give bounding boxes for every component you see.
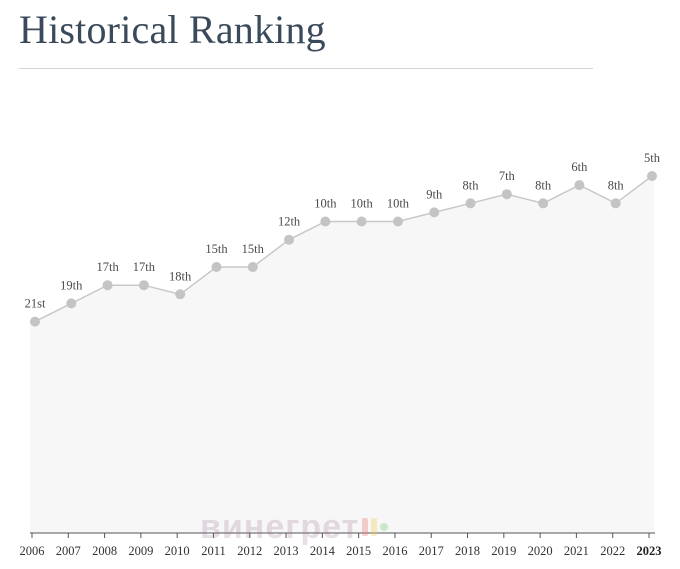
ranking-point[interactable] [138, 280, 149, 291]
ranking-point-label: 17th [96, 260, 119, 274]
ranking-point-label: 6th [571, 160, 588, 174]
title-divider [19, 68, 593, 69]
ranking-point[interactable] [538, 198, 549, 209]
x-tick-label: 2023 [637, 544, 662, 558]
x-tick-label: 2007 [56, 544, 81, 558]
ranking-point[interactable] [247, 262, 258, 272]
ranking-point[interactable] [211, 262, 222, 272]
ranking-point[interactable] [465, 198, 476, 209]
page-title: Historical Ranking [19, 7, 326, 52]
ranking-point[interactable] [284, 234, 295, 245]
x-tick-label: 2008 [92, 544, 117, 558]
x-tick-label: 2016 [382, 544, 407, 558]
x-tick-label: 2015 [346, 544, 371, 558]
x-tick-label: 2014 [310, 544, 336, 558]
ranking-point[interactable] [102, 280, 113, 291]
chart-area-layer [30, 176, 654, 533]
ranking-point-label: 10th [314, 197, 337, 211]
ranking-point-label: 10th [387, 197, 410, 211]
ranking-point[interactable] [574, 180, 585, 191]
x-tick-label: 2006 [20, 544, 45, 558]
x-tick-label: 2012 [237, 544, 262, 558]
chart-line-layer [34, 175, 653, 323]
ranking-point[interactable] [320, 216, 331, 227]
x-tick-label: 2019 [491, 544, 516, 558]
ranking-area-fill [30, 176, 654, 533]
chart-labels-layer: 21st 19th 17th 17th 18th 15th 15th 12th 10th 10th… [25, 151, 661, 311]
x-tick-label: 2021 [564, 544, 589, 558]
x-tick-label: 2020 [528, 544, 553, 558]
ranking-point-label: 8th [608, 178, 625, 192]
ranking-point-label: 21st [25, 297, 46, 311]
ranking-point[interactable] [175, 289, 186, 300]
ranking-point[interactable] [501, 189, 512, 200]
ranking-point-label: 10th [351, 197, 374, 211]
ranking-point-label: 18th [169, 269, 192, 283]
chart-points-layer [30, 171, 657, 327]
x-tick-label: 2022 [600, 544, 625, 558]
x-tick-label: 2009 [128, 544, 153, 558]
ranking-point[interactable] [392, 216, 403, 227]
ranking-point-label: 12th [278, 215, 301, 229]
ranking-point-label: 19th [60, 278, 83, 292]
x-tick-label: 2011 [201, 544, 226, 558]
ranking-point-label: 9th [426, 187, 443, 201]
ranking-point-label: 15th [242, 242, 265, 256]
ranking-point-label: 15th [205, 242, 228, 256]
x-tick-label: 2018 [455, 544, 480, 558]
ranking-point-label: 17th [133, 260, 156, 274]
ranking-point-label: 8th [463, 178, 480, 192]
x-axis: 2006 2007 2008 2009 2010 2011 2012 2013 2014 2015… [20, 532, 662, 558]
x-tick-label: 2017 [419, 544, 444, 558]
ranking-point[interactable] [356, 216, 367, 227]
ranking-point[interactable] [610, 198, 621, 209]
ranking-line [34, 175, 653, 323]
x-tick-label: 2013 [274, 544, 299, 558]
ranking-point[interactable] [66, 298, 77, 309]
ranking-point-label: 8th [535, 178, 552, 192]
ranking-point-label: 5th [644, 151, 661, 165]
ranking-point[interactable] [647, 171, 657, 181]
x-tick-label: 2010 [165, 544, 190, 558]
ranking-point-label: 7th [499, 169, 516, 183]
ranking-point[interactable] [30, 316, 40, 327]
ranking-point[interactable] [429, 207, 440, 218]
